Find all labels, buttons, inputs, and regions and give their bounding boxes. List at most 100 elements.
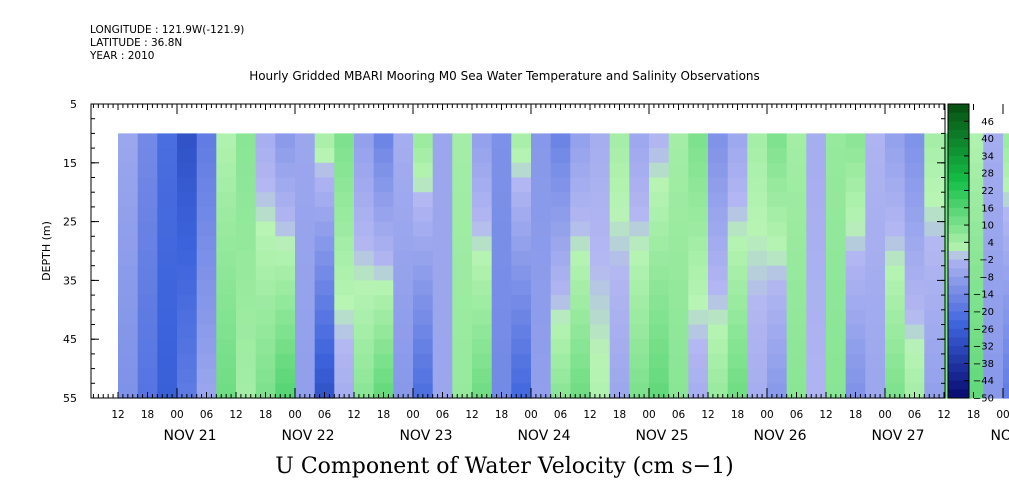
heatmap-cell	[295, 309, 316, 326]
heatmap-cell	[983, 324, 1004, 340]
heatmap-cell	[885, 221, 906, 237]
heatmap-cell	[983, 192, 1004, 208]
heatmap-cell	[314, 280, 335, 296]
heatmap-cell	[629, 162, 650, 179]
heatmap-cell	[668, 148, 689, 164]
heatmap-cell	[924, 339, 945, 355]
heatmap-cell	[216, 309, 237, 326]
heatmap-cell	[845, 295, 866, 311]
heatmap-cell	[767, 265, 788, 281]
heatmap-cell	[255, 339, 276, 355]
heatmap-cell	[354, 309, 375, 326]
heatmap-cell	[590, 192, 611, 208]
colorbar-band	[948, 173, 969, 183]
heatmap-cell	[885, 162, 906, 179]
heatmap-cell	[137, 162, 158, 179]
x-hour-label: 12	[347, 409, 360, 421]
heatmap-cell	[767, 162, 788, 179]
heatmap-cell	[157, 339, 178, 355]
heatmap-cell	[511, 265, 532, 281]
heatmap-cell	[708, 309, 729, 326]
heatmap-cell	[196, 309, 217, 326]
heatmap-cell	[924, 177, 945, 193]
heatmap-cell	[216, 177, 237, 193]
heatmap-cell	[865, 368, 886, 384]
heatmap-cell	[629, 177, 650, 193]
heatmap-cell	[924, 280, 945, 296]
heatmap-cell	[413, 280, 434, 296]
heatmap-cell	[314, 368, 335, 384]
heatmap-cell	[727, 236, 748, 252]
heatmap-cell	[983, 133, 1004, 149]
colorbar-label: −38	[973, 359, 994, 370]
y-axis-label: DEPTH (m)	[40, 221, 53, 281]
heatmap-cell	[904, 236, 925, 252]
heatmap-cell	[629, 280, 650, 296]
heatmap-cell	[432, 339, 453, 355]
heatmap-cell	[472, 162, 493, 179]
heatmap-cell	[393, 295, 414, 311]
heatmap-cell	[314, 324, 335, 340]
heatmap-cell	[708, 177, 729, 193]
heatmap-cell	[727, 192, 748, 208]
heatmap-cell	[413, 148, 434, 164]
colorbar-label: −50	[973, 394, 994, 405]
heatmap-cell	[649, 324, 670, 340]
heatmap-cell	[668, 265, 689, 281]
heatmap-cell	[983, 309, 1004, 326]
heatmap-cell	[845, 309, 866, 326]
heatmap-cell	[688, 368, 709, 384]
heatmap-cell	[845, 251, 866, 267]
heatmap-cell	[511, 162, 532, 179]
colorbar-band	[948, 199, 969, 209]
heatmap-cell	[767, 236, 788, 252]
heatmap-cell	[118, 221, 139, 237]
heatmap-cell	[432, 353, 453, 370]
heatmap-cell	[590, 221, 611, 237]
colorbar-band	[948, 389, 969, 399]
heatmap-cell	[590, 162, 611, 179]
heatmap-cell	[590, 324, 611, 340]
heatmap-cell	[196, 324, 217, 340]
heatmap-cell	[511, 295, 532, 311]
heatmap-cell	[531, 206, 552, 223]
heatmap-cell	[550, 265, 571, 281]
heatmap-cell	[373, 133, 394, 149]
heatmap-cell	[413, 339, 434, 355]
colorbar-band	[948, 233, 969, 243]
heatmap-cell	[845, 148, 866, 164]
heatmap-cell	[649, 353, 670, 370]
heatmap-cell	[649, 280, 670, 296]
heatmap-cell	[137, 339, 158, 355]
heatmap-cell	[354, 251, 375, 267]
colorbar-band	[948, 242, 969, 252]
heatmap-cell	[177, 339, 198, 355]
x-hour-label: 06	[318, 409, 332, 421]
colorbar-label: 10	[981, 221, 994, 232]
x-day-label: NOV 28	[990, 428, 1009, 444]
heatmap-cell	[393, 324, 414, 340]
heatmap-cell	[924, 148, 945, 164]
heatmap-cell	[1003, 265, 1009, 281]
heatmap-cell	[373, 192, 394, 208]
heatmap-cell	[747, 265, 768, 281]
colorbar-label: 46	[981, 117, 994, 128]
heatmap-cell	[550, 339, 571, 355]
heatmap-cell	[157, 221, 178, 237]
heatmap-cell	[767, 133, 788, 149]
heatmap-cell	[885, 177, 906, 193]
heatmap-cell	[629, 206, 650, 223]
heatmap-cell	[255, 162, 276, 179]
colorbar-band	[948, 104, 969, 114]
heatmap-cell	[393, 221, 414, 237]
heatmap-cell	[570, 251, 591, 267]
heatmap-cell	[786, 295, 807, 311]
heatmap-cell	[806, 162, 827, 179]
heatmap-cell	[314, 251, 335, 267]
heatmap-cell	[727, 324, 748, 340]
heatmap-cell	[196, 236, 217, 252]
colorbar-band	[948, 181, 969, 191]
heatmap-cell	[845, 206, 866, 223]
heatmap-cell	[885, 309, 906, 326]
